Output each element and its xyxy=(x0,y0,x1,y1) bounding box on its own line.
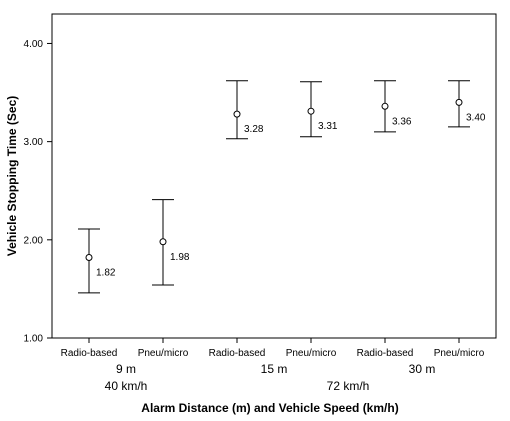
x-category-label: Pneu/micro xyxy=(434,348,485,359)
mean-value-label: 3.40 xyxy=(466,112,486,123)
speed-group-label: 40 km/h xyxy=(105,379,148,393)
x-category-label: Pneu/micro xyxy=(286,348,337,359)
x-category-label: Radio-based xyxy=(209,348,266,359)
mean-value-label: 3.28 xyxy=(244,124,264,135)
data-marks: 1.82 1.98 3.28 3.31 3.36 3.40 xyxy=(78,80,486,294)
mean-point xyxy=(233,110,241,118)
y-tick-label: 2.00 xyxy=(24,235,44,246)
mean-point xyxy=(455,98,463,106)
mean-point xyxy=(381,102,389,110)
y-tick-label: 1.00 xyxy=(24,334,44,345)
distance-group-label: 30 m xyxy=(409,362,436,376)
x-category-label: Radio-based xyxy=(357,348,414,359)
x-category-label: Pneu/micro xyxy=(138,348,189,359)
mean-point xyxy=(85,253,93,261)
mean-value-label: 3.36 xyxy=(392,116,412,127)
mean-value-label: 1.82 xyxy=(96,267,116,278)
mean-point xyxy=(159,238,167,246)
distance-group-label: 15 m xyxy=(261,362,288,376)
y-tick-label: 3.00 xyxy=(24,137,44,148)
plot-frame xyxy=(51,13,497,339)
x-axis-title: Alarm Distance (m) and Vehicle Speed (km… xyxy=(141,401,398,415)
y-axis-title: Vehicle Stopping Time (Sec) xyxy=(5,96,19,256)
distance-group-label: 9 m xyxy=(116,362,136,376)
x-category-label: Radio-based xyxy=(61,348,118,359)
x-axis: Radio-based Pneu/micro Radio-based Pneu/mic… xyxy=(61,338,485,393)
speed-group-label: 72 km/h xyxy=(327,379,370,393)
y-tick-label: 4.00 xyxy=(24,39,44,50)
mean-value-label: 1.98 xyxy=(170,252,190,263)
y-axis: 1.00 2.00 3.00 4.00 xyxy=(24,39,52,345)
mean-value-label: 3.31 xyxy=(318,121,338,132)
mean-point xyxy=(307,107,315,115)
